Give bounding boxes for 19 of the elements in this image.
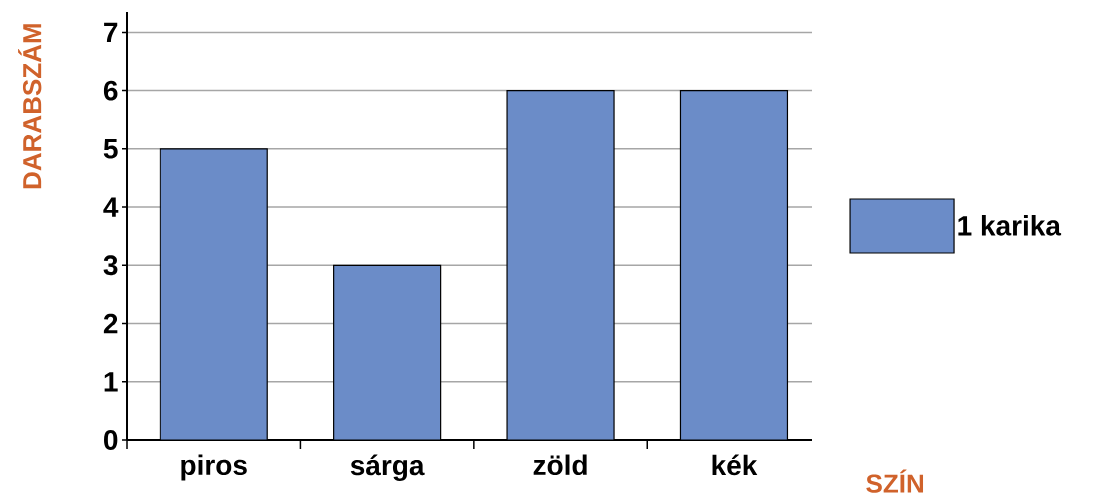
x-tick-label: piros (181, 454, 247, 481)
legend-label: 1 karika (958, 215, 1062, 236)
bar (506, 90, 615, 440)
y-tick-label: 6 (103, 80, 118, 101)
y-tick-label: 7 (104, 22, 118, 43)
x-tick-label: kék (712, 454, 758, 476)
x-tick-label: sárga (350, 454, 425, 481)
x-axis-title: SZÍN (866, 469, 924, 493)
bar (159, 148, 268, 440)
bar (679, 90, 789, 440)
y-tick-label: 5 (103, 139, 118, 159)
y-tick-label: 3 (103, 255, 118, 276)
x-tick-label: zöld (533, 454, 587, 476)
y-tick-label: 4 (103, 197, 119, 217)
y-axis-title: DARABSZÁM (18, 24, 42, 189)
bar (333, 264, 442, 440)
y-tick-label: 2 (103, 313, 118, 334)
y-tick-label: 0 (104, 430, 118, 450)
y-tick-label: 1 (104, 372, 118, 392)
